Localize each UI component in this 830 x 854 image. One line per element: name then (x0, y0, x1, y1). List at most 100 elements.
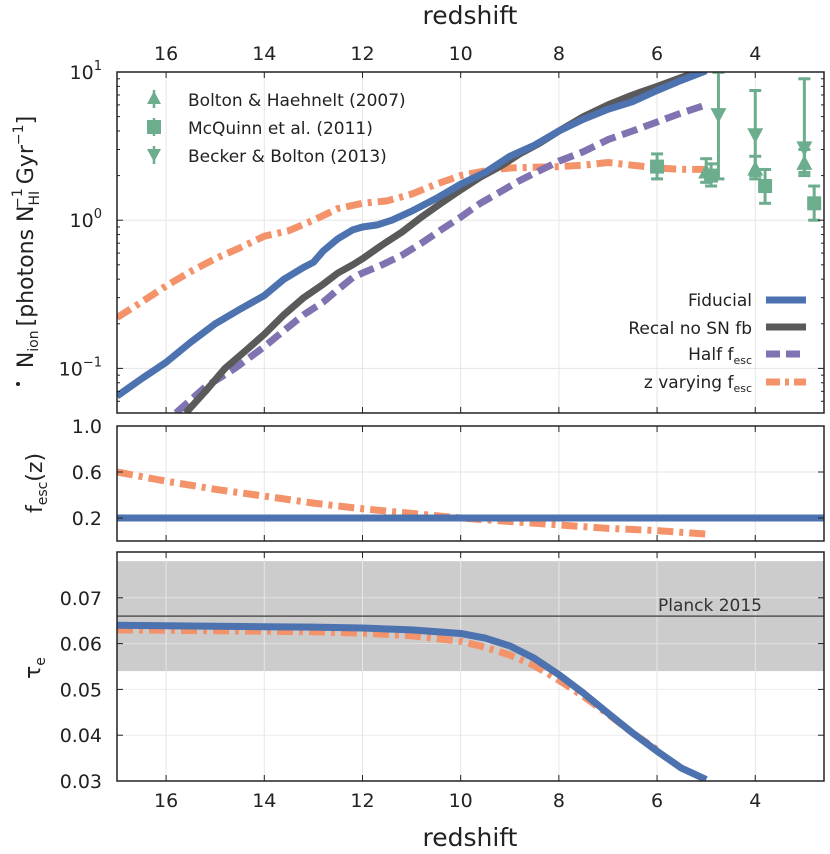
obs-marker-triangle-down (747, 128, 764, 144)
series-legend-zvary-sub: esc (733, 382, 752, 395)
obs-marker-square (704, 168, 719, 183)
obs-marker-triangle-down (796, 141, 813, 157)
bottom-y-tick-label: 0.05 (60, 679, 102, 701)
series-line-zvary (117, 468, 707, 538)
top-ylabel-minus1: −1 (10, 188, 26, 209)
bottom-x-tick-label: 12 (350, 790, 374, 812)
bottom-x-tick-label: 16 (154, 790, 178, 812)
triangle-down-icon (147, 149, 161, 162)
top-ylabel-ion: ion (26, 330, 42, 351)
bottom-panel: Planck 2015 16 14 12 10 8 6 4 0.03 0.04 0.05 0.06… (21, 551, 825, 812)
y-tick-base: 10 (70, 210, 94, 232)
series-legend-half-label: Half fesc (688, 345, 752, 367)
series-legend-half-text: Half f (688, 345, 734, 365)
top-ylabel-minus1b: −1 (11, 124, 27, 145)
square-icon (147, 120, 161, 134)
bottom-y-tick-label: 0.07 (60, 588, 102, 610)
top-xticks: 16 14 12 10 8 6 4 (154, 43, 761, 413)
bottom-yticks: 0.03 0.04 0.05 0.06 0.07 (60, 588, 824, 793)
obs-legend-mcquinn: McQuinn et al. (2011) (147, 118, 373, 139)
obs-marker-square (807, 196, 822, 211)
series-legend-recal-label: Recal no SN fb (628, 319, 752, 339)
middle-y-tick-label: 1.0 (72, 416, 102, 438)
obs-marker-square (650, 159, 665, 174)
y-tick-exp: −1 (83, 355, 102, 370)
top-series-group (117, 72, 708, 413)
series-legend-fiducial: Fiducial (688, 291, 806, 311)
top-y-tick-label: 100 (70, 207, 102, 232)
top-ylabel-hi: HI (27, 191, 43, 206)
bottom-y-tick-label: 0.06 (60, 634, 102, 656)
top-ylabel-dot (16, 382, 20, 386)
middle-y-tick-label: 0.6 (72, 462, 102, 484)
top-ylabel-close: ] (14, 116, 39, 125)
series-legend-recal: Recal no SN fb (628, 319, 806, 339)
bottom-x-tick-label: 4 (749, 790, 761, 812)
top-ylabel-n: N (14, 352, 39, 368)
obs-legend-bolton-label: Bolton & Haehnelt (2007) (188, 91, 406, 111)
series-legend-zvary-label: z varying fesc (644, 373, 752, 395)
top-panel-frame (116, 71, 825, 414)
middle-grid (117, 425, 824, 541)
bottom-x-tick-label: 10 (449, 790, 473, 812)
middle-panel-frame (116, 425, 825, 542)
series-line-fiducial (117, 621, 708, 781)
top-xlabel: redshift (423, 1, 518, 30)
planck-label: Planck 2015 (658, 596, 762, 616)
series-legend-zvary-text: z varying f (644, 373, 735, 393)
series-legend: Fiducial Recal no SN fb Half fesc z vary… (628, 291, 806, 395)
bottom-panel-frame (116, 551, 825, 782)
middle-ylabel-rest: (z) (23, 453, 48, 482)
top-ylabel: Nion[photons NHI−1Gyr−1] (10, 116, 43, 368)
middle-series-group (117, 468, 824, 538)
series-line-zvary (117, 159, 707, 321)
top-y-tick-label: 10−1 (59, 355, 102, 380)
obs-legend: Bolton & Haehnelt (2007) McQuinn et al. … (147, 90, 406, 167)
bottom-series-group (117, 621, 708, 781)
top-x-tick-label: 16 (154, 43, 178, 65)
obs-marker-triangle-down (710, 108, 727, 124)
y-tick-base: 10 (59, 358, 83, 380)
middle-xticks (165, 426, 756, 541)
obs-legend-bolton: Bolton & Haehnelt (2007) (147, 90, 406, 111)
middle-yticks: 0.2 0.6 1.0 (72, 416, 824, 530)
bottom-xticks: 16 14 12 10 8 6 4 (154, 552, 761, 812)
series-legend-zvary: z varying fesc (644, 373, 806, 395)
series-legend-half-sub: esc (733, 354, 752, 367)
top-y-tick-label: 101 (70, 59, 102, 84)
series-line-recal (183, 72, 708, 413)
top-ylabel-gyr: Gyr (14, 144, 39, 184)
middle-ylabel: fesc(z) (23, 453, 51, 513)
obs-legend-mcquinn-label: McQuinn et al. (2011) (188, 119, 373, 139)
obs-marker-square (758, 179, 773, 194)
bottom-ylabel-tau: τ (21, 666, 46, 679)
middle-panel: 0.2 0.6 1.0 fesc(z) (23, 416, 825, 542)
top-observations-group (650, 72, 822, 222)
obs-legend-becker: Becker & Bolton (2013) (147, 146, 387, 167)
triangle-up-icon (147, 91, 161, 104)
bottom-y-tick-label: 0.04 (60, 725, 102, 747)
bottom-y-tick-label: 0.03 (60, 771, 102, 793)
top-x-tick-label: 14 (252, 43, 276, 65)
bottom-ylabel-sub: e (33, 657, 49, 666)
top-x-tick-label: 6 (651, 43, 663, 65)
y-tick-exp: 0 (94, 207, 102, 222)
series-legend-fiducial-label: Fiducial (688, 291, 752, 311)
bottom-x-tick-label: 14 (252, 790, 276, 812)
top-x-tick-label: 10 (449, 43, 473, 65)
middle-ylabel-sub: esc (35, 482, 51, 506)
bottom-xlabel: redshift (423, 823, 518, 852)
bottom-x-tick-label: 8 (553, 790, 565, 812)
middle-y-tick-label: 0.2 (72, 508, 102, 530)
top-x-tick-label: 4 (749, 43, 761, 65)
top-x-tick-label: 12 (350, 43, 374, 65)
y-tick-exp: 1 (94, 59, 102, 74)
series-line-fiducial (117, 72, 708, 399)
series-legend-half: Half fesc (688, 345, 806, 367)
bottom-ylabel: τe (21, 657, 49, 679)
bottom-x-tick-label: 6 (651, 790, 663, 812)
y-tick-base: 10 (70, 62, 94, 84)
